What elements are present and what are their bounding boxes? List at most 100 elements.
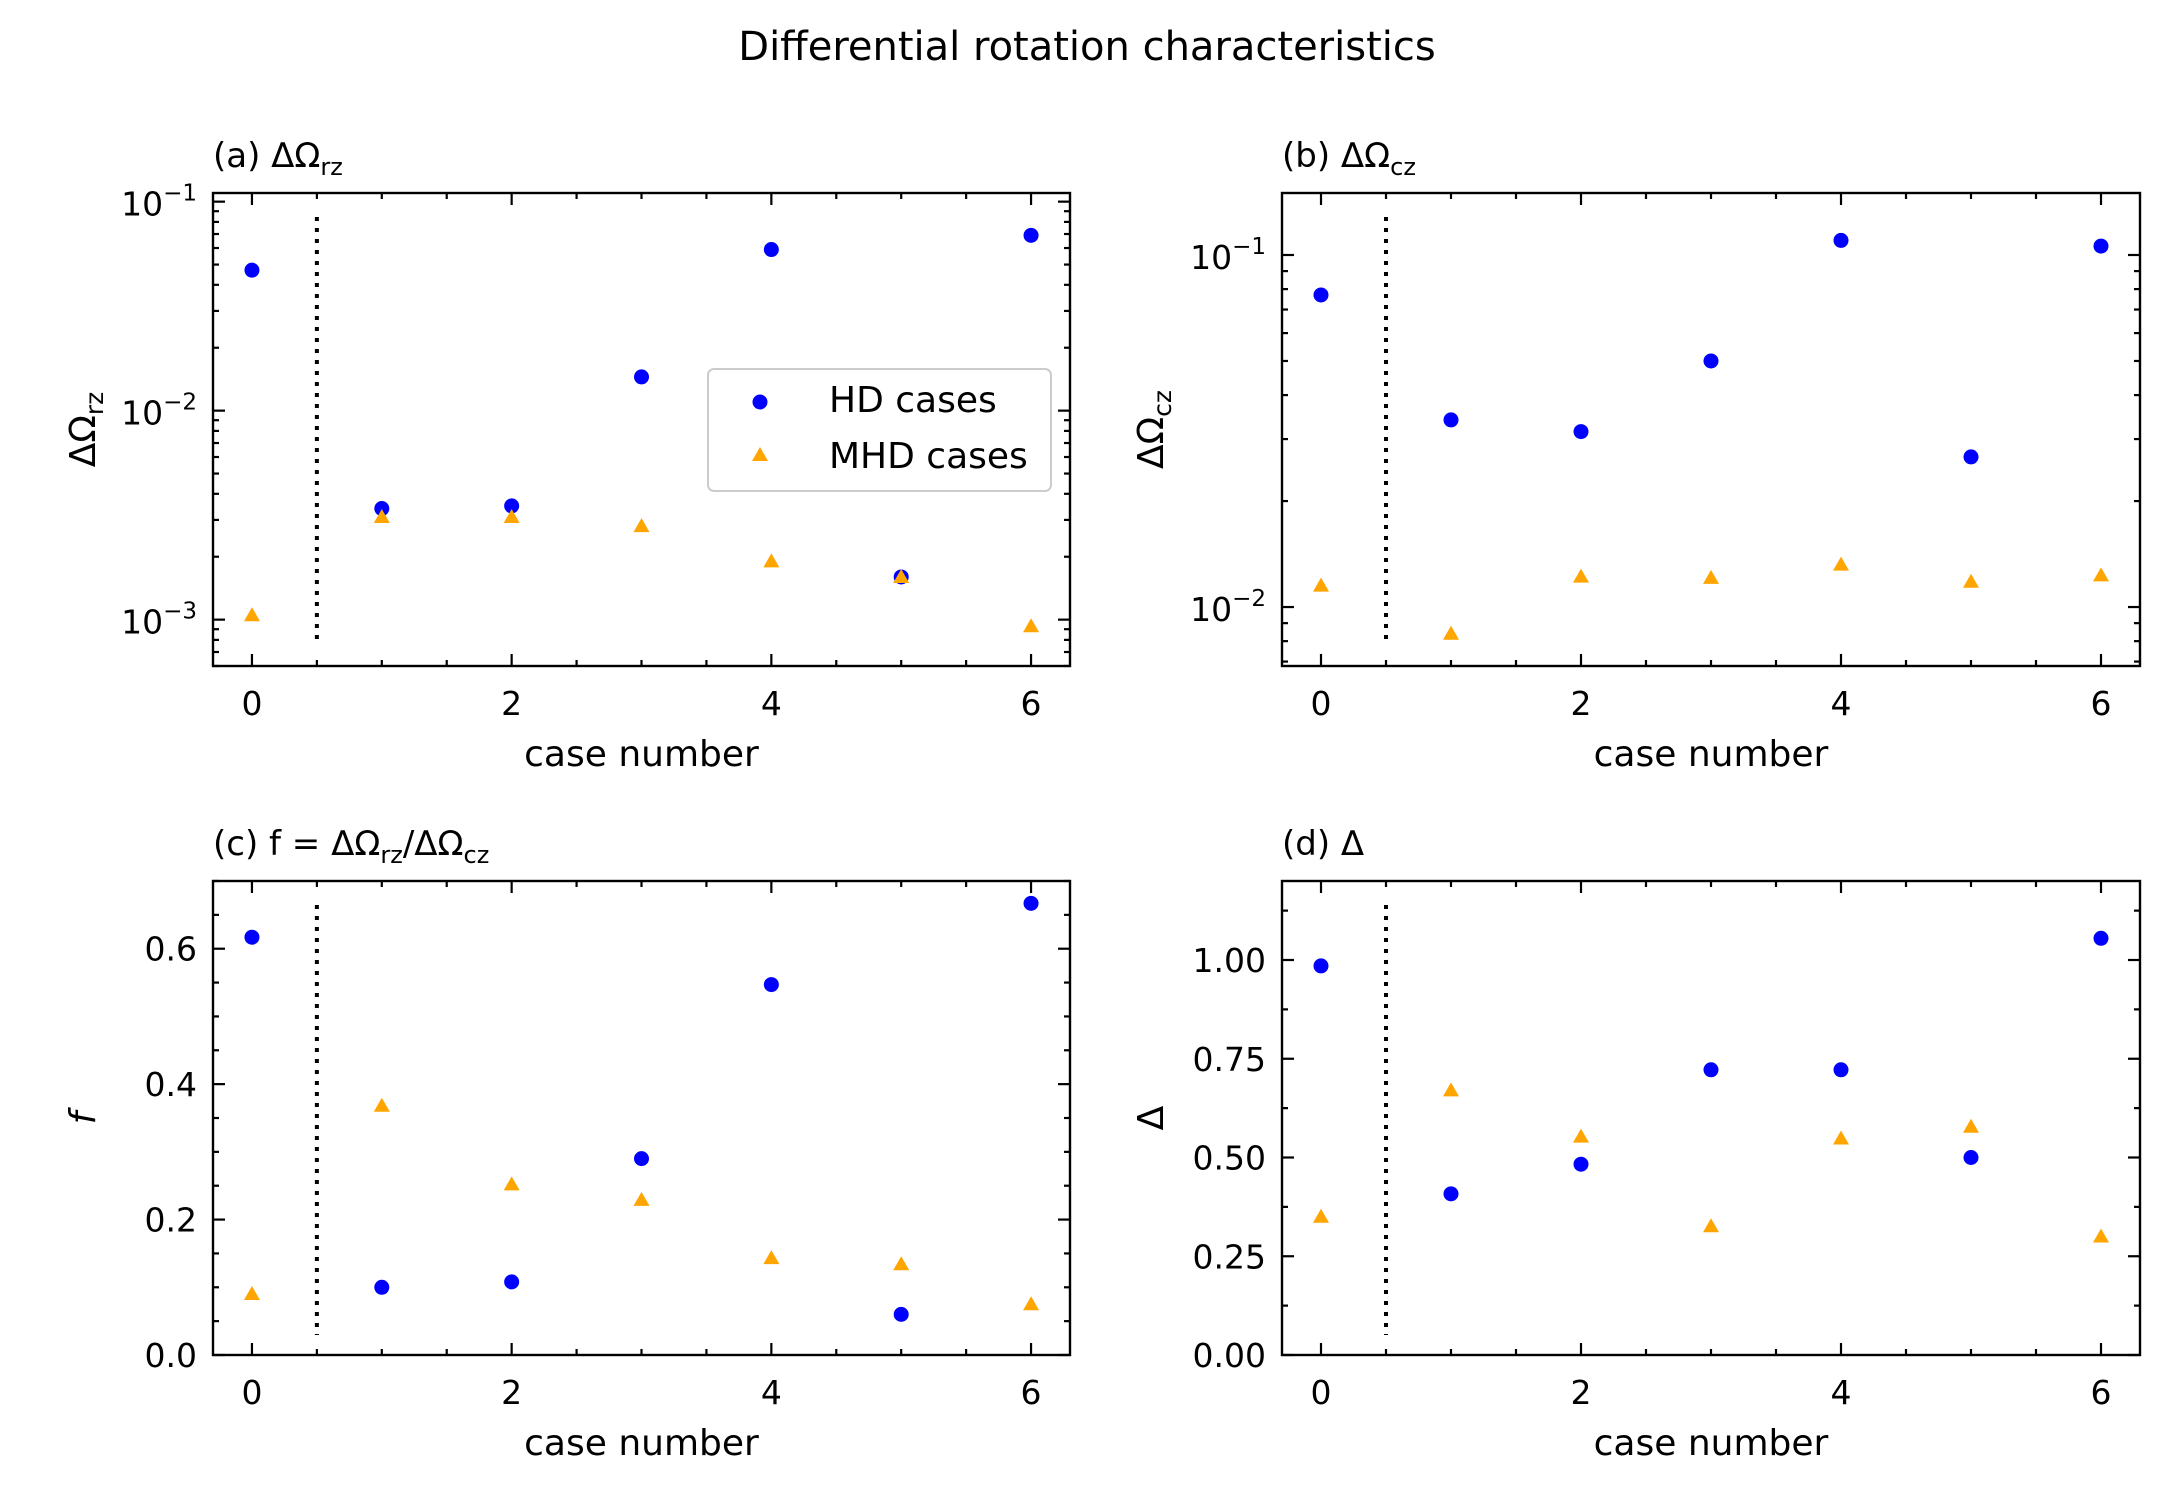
y-axis-label: ΔΩcz bbox=[1131, 390, 1177, 469]
hd-point bbox=[2093, 238, 2109, 254]
y-tick-label: 0.75 bbox=[1193, 1040, 1266, 1079]
mhd-point bbox=[1963, 573, 1979, 588]
mhd-point bbox=[1573, 1128, 1589, 1143]
hd-point bbox=[1313, 958, 1329, 974]
mhd-point bbox=[1963, 1118, 1979, 1133]
hd-point bbox=[1963, 449, 1979, 465]
panel-b-title: (b) ΔΩcz bbox=[1282, 136, 1416, 181]
hd-point bbox=[893, 1306, 909, 1322]
panel-a: (a) ΔΩrz 0 2 4 6 10−3 10−2 10−1 case number ΔΩrz bbox=[63, 136, 1072, 775]
mhd-point bbox=[633, 518, 650, 533]
panel-d-title: (d) Δ bbox=[1282, 824, 1364, 864]
hd-point bbox=[1963, 1150, 1979, 1165]
y-tick-label: 10−1 bbox=[121, 181, 197, 224]
series-hd bbox=[1313, 930, 2109, 1202]
mhd-point bbox=[2093, 567, 2109, 582]
panel-d-frame bbox=[1280, 879, 2142, 1357]
y-tick-label: 10−1 bbox=[1190, 234, 1266, 277]
y-tick-label: 10−2 bbox=[121, 390, 197, 433]
x-tick-label: 0 bbox=[1311, 684, 1332, 723]
mhd-point bbox=[1833, 556, 1849, 571]
mhd-point bbox=[2093, 1228, 2109, 1243]
hd-point bbox=[1313, 287, 1329, 303]
y-tick-label: 1.00 bbox=[1193, 941, 1266, 980]
hd-point bbox=[1573, 424, 1589, 440]
hd-point bbox=[1573, 1156, 1589, 1172]
legend-hd-marker bbox=[752, 394, 768, 410]
y-axis-label: Δ bbox=[1131, 1105, 1172, 1130]
hd-point bbox=[244, 929, 260, 945]
mhd-point bbox=[1703, 569, 1719, 584]
panel-b-frame bbox=[1280, 191, 2142, 668]
legend-mhd-marker bbox=[752, 447, 768, 461]
x-tick-label: 6 bbox=[2091, 684, 2112, 723]
mhd-point bbox=[1833, 1130, 1849, 1145]
mhd-point bbox=[373, 508, 390, 523]
series-hd bbox=[1313, 232, 2109, 465]
hd-point bbox=[1443, 1186, 1459, 1202]
hd-point bbox=[1833, 232, 1849, 248]
hd-point bbox=[244, 262, 260, 278]
x-axis-label: case number bbox=[1594, 1423, 1829, 1464]
mhd-point bbox=[503, 508, 520, 523]
y-tick-label: 0.0 bbox=[145, 1336, 197, 1375]
x-tick-label: 2 bbox=[501, 1373, 522, 1412]
panel-c: (c) f = ΔΩrz/ΔΩcz 0 2 4 6 0.0 0.2 0.4 0.6 case nu… bbox=[63, 824, 1072, 1464]
hd-point bbox=[2093, 930, 2109, 946]
mhd-point bbox=[763, 553, 780, 568]
series-hd bbox=[244, 895, 1039, 1322]
hd-point bbox=[374, 501, 390, 517]
y-axis-label: f bbox=[63, 1106, 104, 1124]
x-tick-label: 6 bbox=[1021, 1373, 1042, 1412]
panel-b: (b) ΔΩcz 0 2 4 6 10−2 10−1 case number ΔΩcz bbox=[1131, 136, 2142, 775]
x-tick-label: 6 bbox=[1021, 684, 1042, 723]
hd-point bbox=[504, 1274, 520, 1290]
mhd-point bbox=[633, 1191, 650, 1206]
hd-point bbox=[1703, 1062, 1719, 1078]
y-tick-label: 0.00 bbox=[1193, 1336, 1266, 1375]
hd-point bbox=[1023, 895, 1039, 911]
hd-point bbox=[1703, 353, 1719, 369]
series-mhd bbox=[1313, 1082, 2109, 1243]
y-tick-label: 10−2 bbox=[1190, 586, 1266, 629]
hd-point bbox=[374, 1279, 390, 1295]
mhd-point bbox=[1023, 618, 1040, 633]
legend-hd-label: HD cases bbox=[829, 380, 997, 421]
x-tick-label: 4 bbox=[761, 1373, 782, 1412]
x-tick-label: 0 bbox=[1311, 1373, 1332, 1412]
panel-c-frame bbox=[211, 879, 1072, 1357]
mhd-point bbox=[243, 607, 260, 622]
hd-point bbox=[1443, 412, 1459, 428]
mhd-point bbox=[1703, 1218, 1719, 1233]
panel-d-ticks bbox=[1282, 881, 2140, 1357]
hd-point bbox=[504, 498, 520, 514]
legend-frame bbox=[707, 368, 1052, 492]
series-mhd bbox=[243, 1097, 1040, 1311]
hd-point bbox=[1833, 1062, 1849, 1078]
mhd-point bbox=[1573, 568, 1589, 583]
x-tick-label: 4 bbox=[1831, 1373, 1852, 1412]
mhd-point bbox=[763, 1250, 780, 1265]
x-tick-label: 0 bbox=[241, 1373, 262, 1412]
mhd-point bbox=[503, 1176, 520, 1191]
mhd-point bbox=[1313, 577, 1329, 592]
panel-b-ticks bbox=[1282, 193, 2140, 666]
x-tick-label: 4 bbox=[761, 684, 782, 723]
mhd-point bbox=[1023, 1296, 1040, 1311]
hd-point bbox=[763, 977, 779, 993]
y-axis-label: ΔΩrz bbox=[63, 392, 109, 468]
mhd-point bbox=[373, 1097, 390, 1112]
mhd-point bbox=[893, 568, 910, 583]
y-tick-label: 0.6 bbox=[145, 930, 197, 969]
legend: HD cases MHD cases bbox=[707, 368, 1052, 492]
x-tick-label: 6 bbox=[2091, 1373, 2112, 1412]
x-tick-label: 2 bbox=[501, 684, 522, 723]
y-tick-label: 0.4 bbox=[145, 1065, 197, 1104]
x-tick-label: 2 bbox=[1571, 684, 1592, 723]
panel-d: (d) Δ 0 2 4 6 0.00 0.25 0.50 0.75 1.00 case number… bbox=[1131, 824, 2142, 1464]
x-tick-label: 2 bbox=[1571, 1373, 1592, 1412]
panel-c-ticks bbox=[213, 879, 1070, 1357]
series-mhd bbox=[243, 508, 1040, 633]
panel-c-title: (c) f = ΔΩrz/ΔΩcz bbox=[213, 824, 489, 869]
